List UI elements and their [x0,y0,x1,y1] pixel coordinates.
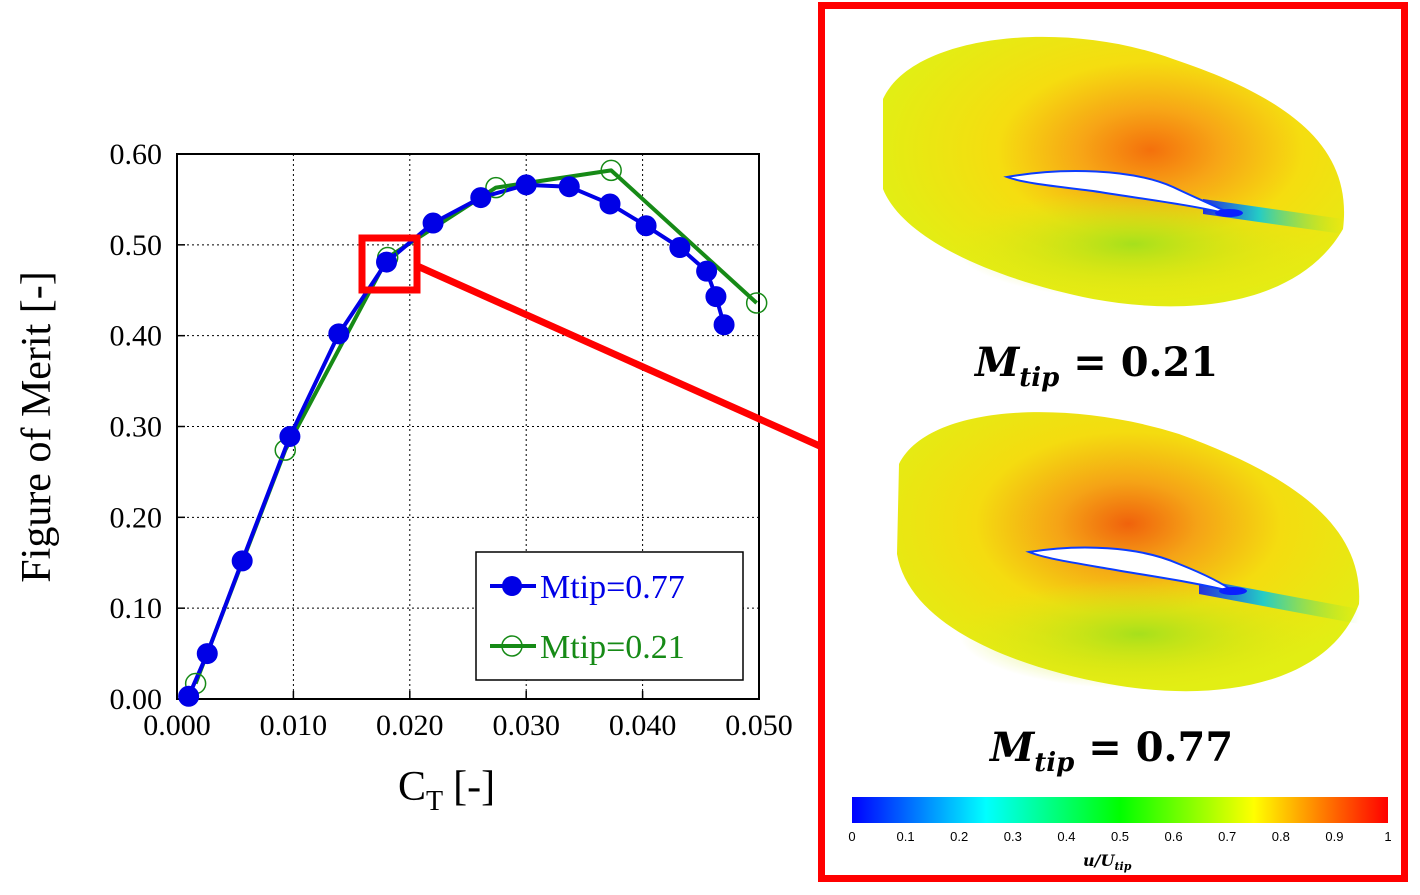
data-point-series-1 [376,251,398,273]
data-point-series-1 [669,237,691,259]
colorbar-tick-label: 0.1 [896,829,915,844]
legend-label-series-1: Mtip=0.77 [540,569,685,606]
data-point-series-1 [705,286,727,308]
colorbar-tick-label: 0.2 [950,829,969,844]
x-tick-label: 0.050 [725,709,793,742]
data-point-series-1 [558,176,580,198]
data-point-series-2 [745,292,768,314]
series-line-1 [186,182,727,698]
y-tick-label: 0.00 [110,683,163,716]
data-point-series-1 [196,643,218,665]
colorbar-tick-label: 0.6 [1164,829,1183,844]
x-axis-ticks: 0.000 0.010 0.020 0.030 0.040 0.050 [143,691,793,742]
colorbar-tick-label: 0.5 [1110,829,1130,844]
colorbar-tick-label: 0.9 [1325,829,1344,844]
data-point-series-1 [713,314,735,336]
contour-plot-top [883,36,1345,307]
x-axis-title-unit: [-] [453,764,495,810]
data-point-series-1 [696,260,718,282]
y-tick-label: 0.50 [110,229,163,262]
x-tick-label: 0.010 [260,709,328,742]
colorbar-tick-label: 0.4 [1057,829,1076,844]
data-point-series-2 [485,176,507,199]
y-axis-title: Figure of Merit [-] [14,271,60,582]
mtip-label-top: Mtip = 0.21 [975,339,1219,393]
colorbar-ticks: 0 0.1 0.2 0.3 0.4 0.5 0.6 0.7 0.8 0.9 1 [848,829,1392,847]
y-tick-label: 0.20 [110,501,163,534]
zoom-connector-line [413,261,820,450]
x-tick-label: 0.040 [609,709,677,742]
legend-marker-series-2 [501,635,523,657]
data-point-series-1 [422,212,444,234]
data-point-series-1 [231,550,253,572]
colorbar-tick-label: 0.7 [1218,829,1237,844]
y-tick-label: 0.10 [110,592,163,625]
series-layer [178,159,768,707]
colorbar-tick-label: 0 [848,829,856,844]
y-tick-label: 0.40 [110,320,163,353]
contour-plot-bottom [897,412,1360,692]
colorbar-gradient [852,797,1388,823]
data-point-series-1 [279,425,301,447]
colorbar-tick-label: 0.8 [1271,829,1290,844]
y-tick-label: 0.60 [110,138,163,171]
colorbar-tick-label: 0.3 [1003,829,1022,844]
data-point-series-1 [470,187,492,209]
x-tick-label: 0.000 [143,709,211,742]
inset-panel: Mtip = 0.21 Mtip = 0.77 0 0.1 0.2 0.3 0.4 0.5 [818,2,1408,882]
x-axis-title-sub: T [426,786,443,817]
x-tick-label: 0.020 [376,709,444,742]
y-tick-label: 0.30 [110,411,163,444]
legend: Mtip=0.77 Mtip=0.21 [475,551,744,681]
legend-label-series-2: Mtip=0.21 [540,629,685,666]
mtip-label-bottom: Mtip = 0.77 [990,724,1234,778]
data-point-series-1 [178,685,200,707]
colorbar-tick-label: 1 [1384,829,1392,844]
x-tick-label: 0.030 [492,709,560,742]
colorbar [852,797,1388,823]
chart: 0.000 0.010 0.020 0.030 0.040 0.050 0.000.100… [14,138,820,817]
x-axis-title: CT [-] [398,764,495,817]
data-point-series-1 [635,215,657,237]
x-axis-title-main: C [398,764,426,810]
data-point-series-2 [600,159,622,182]
colorbar-title: u/Utip [1083,851,1132,873]
data-point-series-1 [515,174,537,196]
legend-marker-series-1 [502,576,522,596]
data-point-series-1 [328,323,350,345]
y-axis-ticks: 0.00 0.10 0.20 0.30 0.40 0.50 0.60 [110,138,185,716]
data-point-series-1 [599,193,621,215]
legend-box [475,551,744,681]
